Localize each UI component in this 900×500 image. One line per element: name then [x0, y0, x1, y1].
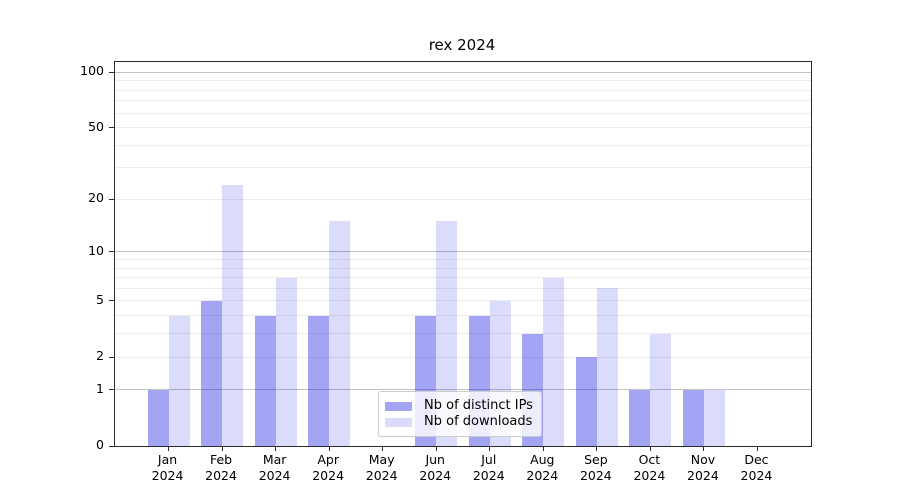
gridline-minor [115, 258, 811, 260]
y-tick [109, 127, 114, 128]
x-tick [382, 447, 384, 451]
gridline-major [115, 389, 811, 391]
y-tick-label: 20 [88, 190, 104, 206]
gridline-minor [115, 333, 811, 335]
x-tick-label: May 2024 [365, 452, 398, 483]
x-tick [756, 447, 758, 451]
x-tick [168, 447, 170, 451]
gridline-minor [115, 277, 811, 279]
y-tick-label: 5 [96, 291, 104, 307]
bar-distinct-ips-mar [254, 315, 276, 446]
y-tick [109, 300, 114, 302]
x-tick-label: Dec 2024 [740, 452, 773, 483]
x-tick [489, 447, 491, 451]
y-tick-label: 0 [96, 437, 104, 452]
bar-downloads-aug [543, 277, 565, 446]
bar-downloads-oct [650, 333, 672, 446]
gridline-minor [115, 356, 811, 358]
chart-title: rex 2024 [428, 36, 496, 54]
gridline-minor [115, 144, 811, 146]
y-tick-label: 10 [88, 242, 104, 258]
bar-downloads-mar [275, 277, 297, 446]
gridline-minor [115, 80, 811, 82]
gridline-major [115, 71, 811, 73]
x-tick-label: Jun 2024 [419, 452, 452, 483]
x-tick [221, 447, 223, 451]
gridline-minor [115, 112, 811, 114]
gridline-minor [115, 167, 811, 169]
x-tick-label: Feb 2024 [205, 452, 237, 483]
bar-downloads-feb [222, 185, 244, 446]
y-tick [109, 389, 114, 391]
x-tick [596, 447, 598, 451]
legend-label-distinct-ips: Nb of distinct IPs [424, 398, 533, 413]
x-tick-label: Apr 2024 [312, 452, 345, 483]
gridline-minor [115, 287, 811, 289]
x-tick [649, 447, 651, 451]
x-tick-label: Oct 2024 [633, 452, 666, 483]
gridline-minor [115, 315, 811, 317]
bar-distinct-ips-sep [575, 357, 597, 446]
bar-downloads-sep [596, 288, 618, 446]
x-tick [275, 447, 277, 451]
bar-downloads-apr [329, 221, 351, 446]
bar-downloads-nov [703, 389, 725, 446]
legend-swatch-distinct-ips [385, 401, 412, 411]
y-tick-label: 50 [88, 118, 104, 134]
x-tick [435, 447, 437, 451]
y-tick-label: 1 [96, 380, 104, 396]
gridline-major [115, 251, 811, 253]
plot-area [109, 61, 812, 451]
bar-distinct-ips-oct [629, 389, 651, 446]
x-tick [703, 447, 705, 451]
x-tick-label: Mar 2024 [258, 452, 291, 483]
y-tick [109, 71, 114, 73]
x-tick-label: Nov 2024 [687, 452, 719, 483]
bar-distinct-ips-jan [147, 389, 169, 446]
y-tick-label: 2 [96, 348, 104, 363]
bar-downloads-jun [436, 221, 458, 446]
x-tick-label: Jan 2024 [151, 452, 184, 483]
y-tick [109, 445, 114, 447]
y-tick [109, 356, 114, 358]
y-tick [109, 251, 114, 253]
legend: Nb of distinct IPs Nb of downloads [378, 391, 542, 437]
x-tick [328, 447, 330, 451]
gridline-minor [115, 198, 811, 200]
x-tick-label: Aug 2024 [526, 452, 559, 483]
legend-item-distinct-ips: Nb of distinct IPs [385, 398, 535, 414]
gridline-minor [115, 89, 811, 91]
bar-distinct-ips-nov [682, 389, 704, 446]
x-tick-label: Jul 2024 [472, 452, 505, 483]
gridline-minor [115, 267, 811, 269]
gridline-minor [115, 100, 811, 102]
x-tick-label: Sep 2024 [579, 452, 612, 483]
y-tick-label: 100 [80, 63, 104, 79]
y-tick [109, 198, 114, 200]
bar-distinct-ips-feb [201, 300, 223, 446]
bar-distinct-ips-apr [308, 315, 330, 446]
legend-swatch-downloads [385, 417, 412, 427]
legend-item-downloads: Nb of downloads [385, 414, 535, 430]
gridline-minor [115, 127, 811, 128]
legend-label-downloads: Nb of downloads [424, 414, 533, 429]
x-tick [542, 447, 544, 451]
gridline-minor [115, 300, 811, 302]
bar-downloads-jan [168, 315, 190, 446]
